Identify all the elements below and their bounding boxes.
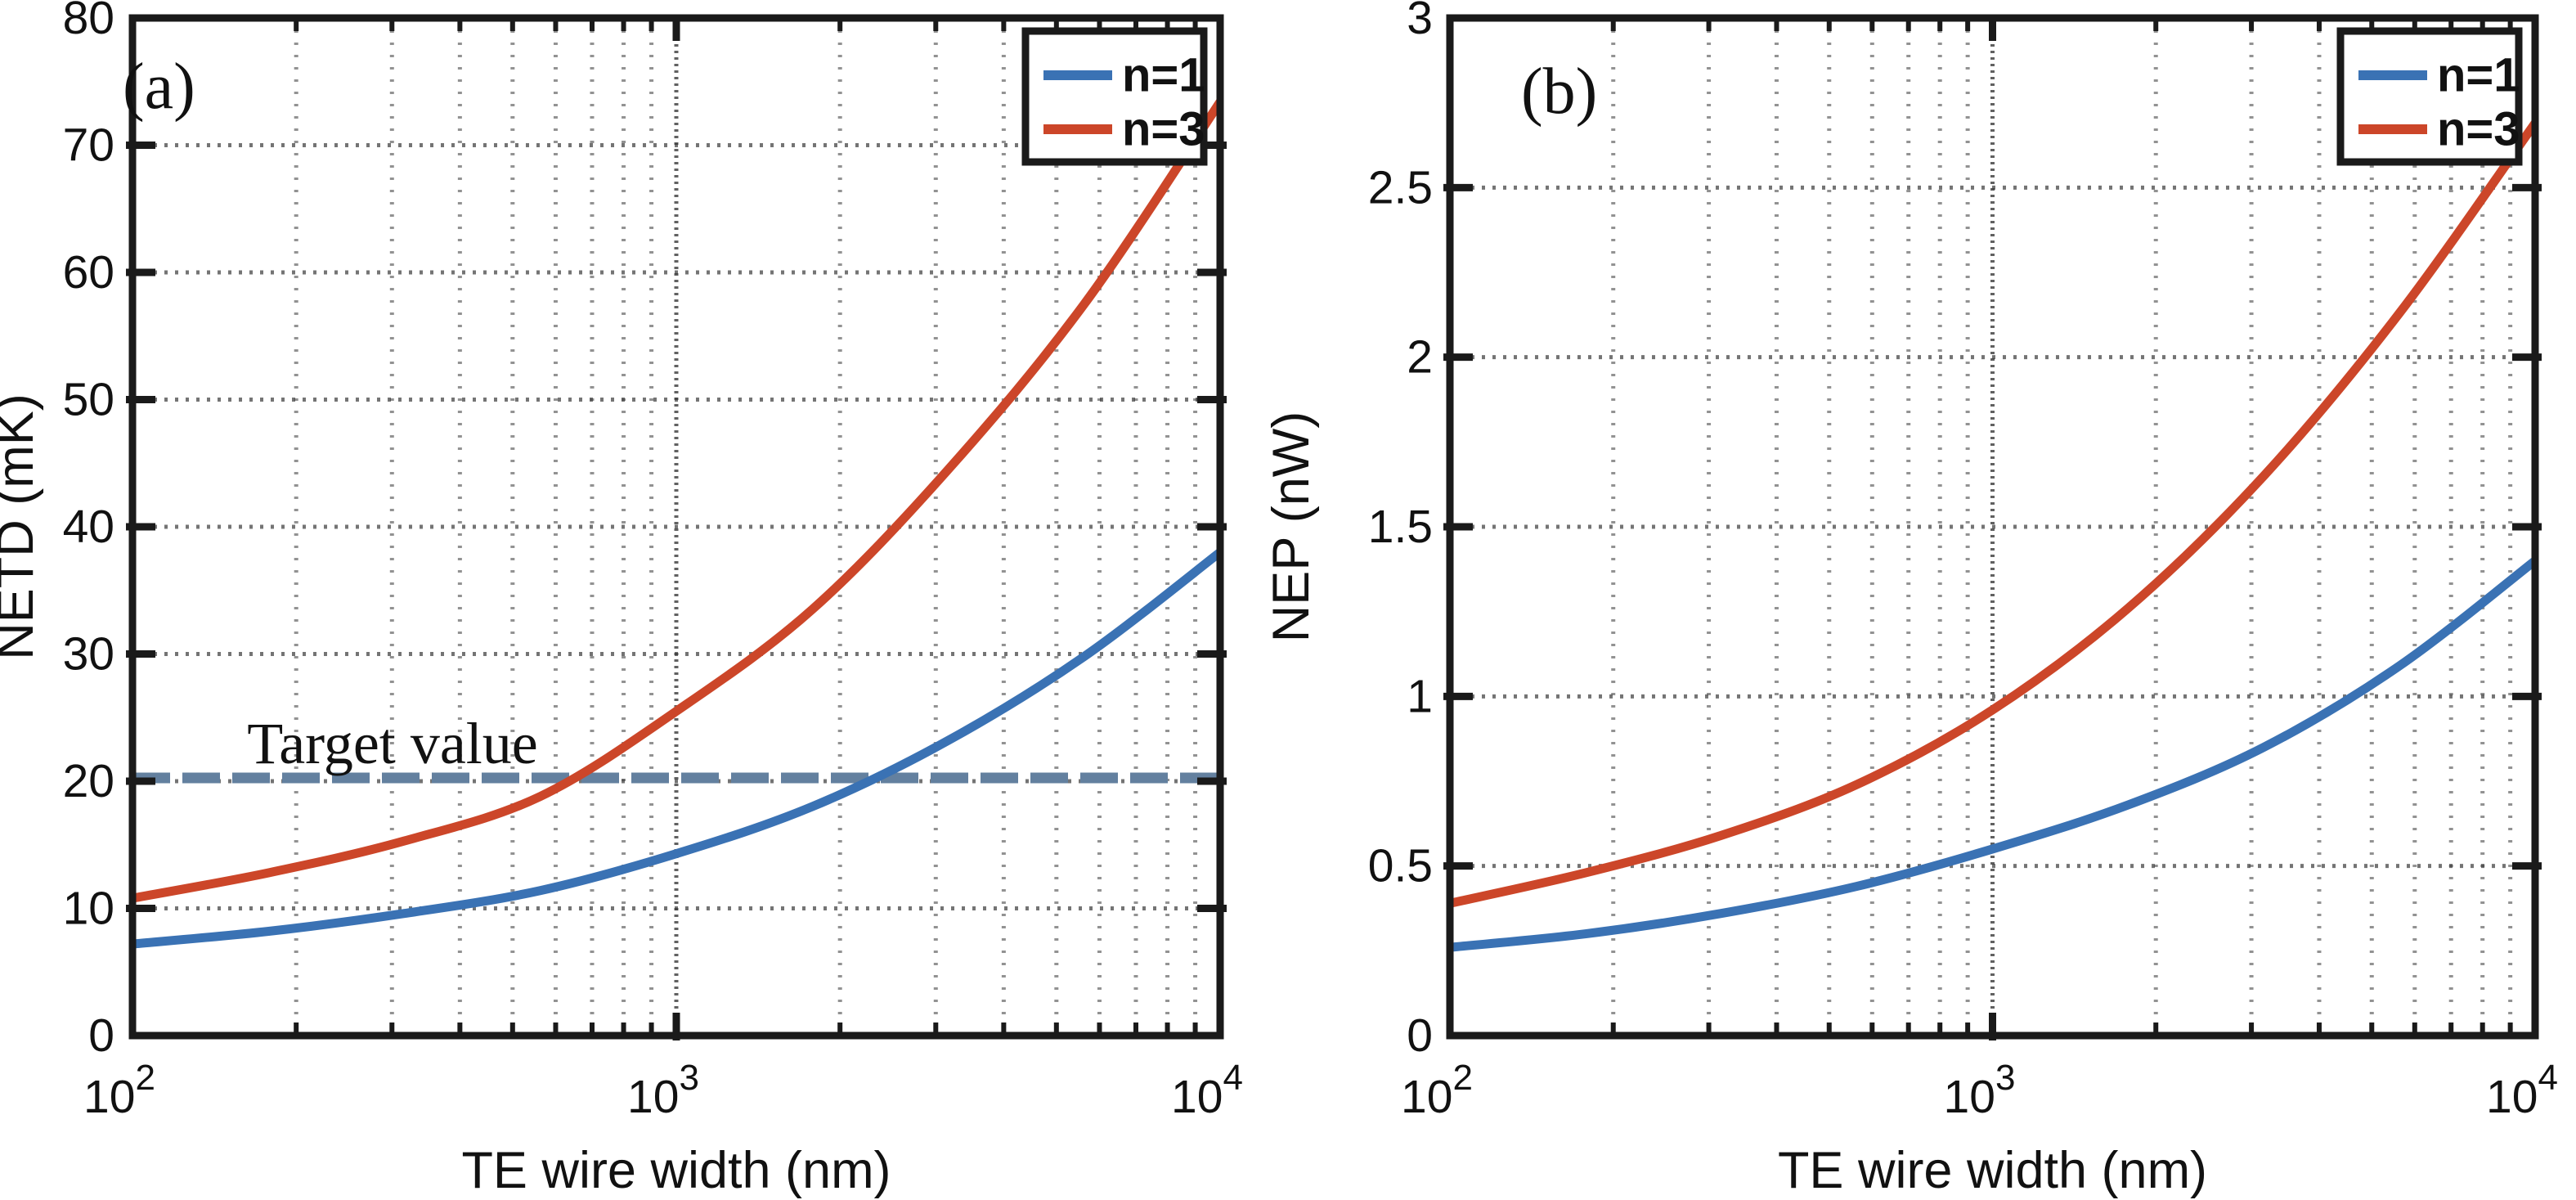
legend-label-n1: n=1 xyxy=(1122,49,1205,102)
curve-n1 xyxy=(1450,555,2535,952)
y-axis-label: NETD (mK) xyxy=(0,393,44,659)
y-tick-label: 20 xyxy=(63,755,114,807)
y-tick-label: 1 xyxy=(1407,670,1433,722)
x-tick-label: 102 xyxy=(83,1058,155,1123)
data-curves xyxy=(1450,119,2535,952)
legend-box xyxy=(1021,27,1208,166)
target-value-label: Target value xyxy=(247,711,537,776)
y-tick-label: 80 xyxy=(63,0,114,44)
y-tick-labels: 0 0.5 1 1.5 2 2.5 3 xyxy=(1368,0,1433,1062)
panel-a: Target value 0 10 20 30 40 50 60 70 80 102 103 104 TE… xyxy=(0,0,1243,1199)
y-tick-label: 0 xyxy=(88,1009,114,1062)
panel-label: (b) xyxy=(1521,56,1597,128)
x-tick-labels: 102 103 104 xyxy=(83,1058,1243,1123)
y-tick-labels: 0 10 20 30 40 50 60 70 80 xyxy=(63,0,114,1062)
y-tick-label: 2 xyxy=(1407,331,1433,384)
y-tick-label: 40 xyxy=(63,501,114,553)
x-axis-label: TE wire width (nm) xyxy=(461,1142,891,1199)
legend-label-n3: n=3 xyxy=(2437,103,2520,156)
curve-n3 xyxy=(1450,119,2535,908)
legend-box xyxy=(2336,27,2523,166)
y-tick-label: 1.5 xyxy=(1368,501,1433,553)
y-tick-label: 0 xyxy=(1407,1009,1433,1062)
x-tick-label: 103 xyxy=(1944,1058,2016,1123)
legend-label-n1: n=1 xyxy=(2437,49,2520,102)
x-tick-label: 104 xyxy=(2486,1058,2558,1123)
axis-ticks xyxy=(1443,18,2542,1040)
grid-lines xyxy=(1450,18,2535,1036)
legend: n=1n=3 xyxy=(1021,27,1208,166)
y-tick-label: 3 xyxy=(1407,0,1433,44)
panel-label: (a) xyxy=(123,51,195,123)
x-tick-label: 103 xyxy=(627,1058,699,1123)
y-tick-label: 30 xyxy=(63,628,114,681)
y-tick-label: 70 xyxy=(63,119,114,172)
y-tick-label: 0.5 xyxy=(1368,840,1433,892)
axis-ticks xyxy=(126,18,1227,1040)
y-tick-label: 50 xyxy=(63,374,114,426)
panel-b: 0 0.5 1 1.5 2 2.5 3 102 103 104 TE wire width (nm)… xyxy=(1263,0,2558,1199)
curve-n1 xyxy=(132,547,1220,949)
x-tick-label: 104 xyxy=(1171,1058,1243,1123)
x-axis-label: TE wire width (nm) xyxy=(1778,1142,2207,1199)
x-tick-labels: 102 103 104 xyxy=(1401,1058,2558,1123)
data-curves xyxy=(132,97,1220,949)
y-tick-label: 10 xyxy=(63,883,114,935)
legend-label-n3: n=3 xyxy=(1122,103,1205,156)
x-tick-label: 102 xyxy=(1401,1058,1473,1123)
legend: n=1n=3 xyxy=(2336,27,2523,166)
y-axis-label: NEP (nW) xyxy=(1263,411,1320,642)
grid-lines xyxy=(132,18,1220,1036)
curve-n3 xyxy=(132,97,1220,903)
y-tick-label: 60 xyxy=(63,246,114,299)
y-tick-label: 2.5 xyxy=(1368,161,1433,213)
